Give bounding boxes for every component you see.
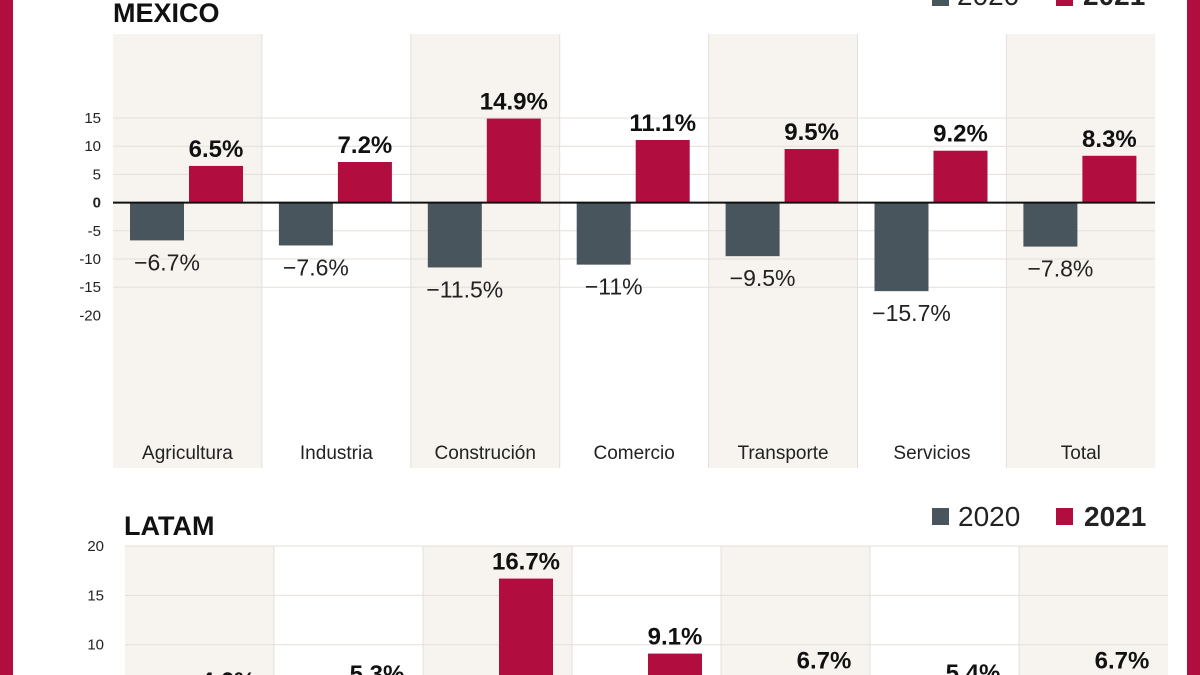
mexico-bar-2020-0 (130, 202, 184, 241)
mexico-bar-2020-4 (725, 202, 780, 257)
mexico-bar-2021-1 (337, 161, 392, 203)
mexico-data-label-2020: −7.8% (1027, 256, 1093, 282)
mexico-data-label-2021: 11.1% (629, 110, 696, 137)
mexico-y-tick-label: 0 (93, 195, 101, 212)
mexico-legend-label-2021: 2021 (1083, 0, 1145, 11)
latam-y-tick-label: 20 (87, 538, 104, 555)
latam-legend-label-2020: 2020 (958, 501, 1020, 532)
mexico-bars (130, 118, 1137, 292)
mexico-y-tick-label: -10 (79, 251, 101, 268)
latam-data-labels: 4.6% 5.3% 16.7% 9.1% 6.7% 5.4% 6.7% (201, 549, 1150, 675)
mexico-legend-swatch-2021 (1056, 0, 1073, 6)
latam-bars (499, 578, 702, 675)
mexico-chart-title: MEXICO (113, 0, 220, 28)
mexico-data-label-2020: −11.5% (426, 276, 503, 302)
latam-bar-2021-3 (648, 653, 702, 675)
mexico-data-label-2021: 8.3% (1082, 126, 1137, 153)
mexico-data-label-2020: −11% (585, 274, 643, 300)
mexico-data-label-2021: 6.5% (189, 136, 244, 163)
mexico-category-labels: Agricultura Industria Construción Comercio T… (142, 443, 1101, 464)
mexico-band-1 (261, 34, 411, 468)
latam-bar-2021-2 (499, 578, 553, 675)
latam-gridlines (125, 545, 1168, 675)
mexico-y-tick-label: -20 (79, 307, 101, 324)
latam-band-4 (721, 546, 870, 675)
mexico-legend-swatch-2020 (932, 0, 949, 6)
mexico-plot-bands (113, 34, 1156, 468)
latam-data-label-2021: 5.4% (946, 660, 1001, 675)
latam-band-0 (125, 546, 274, 675)
mexico-data-label-2021: 9.5% (784, 119, 839, 146)
mexico-y-tick-label: 15 (84, 110, 101, 127)
mexico-category-label: Total (1061, 443, 1101, 464)
mexico-bar-2020-2 (427, 202, 482, 268)
mexico-bar-2020-5 (874, 202, 929, 292)
mexico-bar-2021-2 (486, 118, 541, 203)
left-frame-border (0, 0, 13, 675)
mexico-data-label-2020: −9.5% (730, 265, 796, 291)
latam-data-label-2021: 5.3% (350, 661, 405, 675)
latam-chart-title: LATAM (124, 511, 214, 541)
latam-data-label-2021: 9.1% (648, 624, 703, 651)
mexico-bar-2020-3 (576, 202, 631, 265)
mexico-data-label-2021: 14.9% (480, 89, 548, 116)
mexico-chart: MEXICO 2020 2021 15 10 5 0 -5 -10 -15 -20 Agric… (79, 0, 1156, 468)
mexico-legend-label-2020: 2020 (957, 0, 1019, 11)
mexico-data-label-2021: 9.2% (933, 121, 988, 148)
mexico-y-tick-label: -15 (79, 279, 101, 296)
latam-data-label-2021: 6.7% (1095, 647, 1150, 674)
mexico-y-tick-label: -5 (88, 223, 101, 240)
latam-y-axis: 20 15 10 (87, 538, 104, 654)
mexico-y-tick-label: 5 (93, 166, 101, 183)
mexico-bar-2021-0 (189, 165, 243, 203)
latam-y-tick-label: 10 (87, 637, 104, 654)
mexico-bar-2020-6 (1023, 202, 1078, 247)
mexico-legend: 2020 2021 (932, 0, 1145, 11)
mexico-category-label: Transporte (737, 443, 828, 464)
latam-data-label-2021: 16.7% (492, 549, 560, 576)
mexico-gridlines (113, 34, 1155, 468)
latam-data-label-2021: 6.7% (797, 647, 852, 674)
latam-legend-swatch-2020 (932, 508, 949, 525)
latam-legend: 2020 2021 (932, 501, 1146, 532)
mexico-bar-2021-3 (635, 139, 690, 203)
latam-plot-bands (125, 546, 1168, 675)
mexico-y-axis: 15 10 5 0 -5 -10 -15 -20 (79, 110, 1155, 324)
mexico-data-label-2020: −15.7% (872, 300, 951, 326)
latam-y-tick-label: 15 (87, 587, 104, 604)
mexico-band-6 (1006, 34, 1156, 468)
latam-band-3 (572, 546, 721, 675)
mexico-category-label: Agricultura (142, 443, 233, 464)
mexico-bar-2020-1 (278, 202, 333, 246)
mexico-data-label-2020: −6.7% (134, 249, 200, 275)
mexico-category-label: Servicios (893, 443, 970, 464)
mexico-data-label-2021: 7.2% (338, 132, 393, 159)
latam-band-1 (274, 546, 423, 675)
mexico-bar-2021-4 (784, 149, 839, 203)
mexico-category-label: Comercio (593, 443, 674, 464)
mexico-category-label: Construción (435, 443, 536, 464)
mexico-bar-2021-5 (933, 150, 988, 203)
latam-data-label-2021: 4.6% (201, 668, 256, 675)
mexico-y-tick-label: 10 (84, 138, 101, 155)
latam-band-5 (870, 546, 1019, 675)
mexico-bar-2021-6 (1082, 155, 1137, 203)
latam-chart: LATAM 2020 2021 20 15 10 4.6% 5.3% 16.7% 9.1%… (87, 501, 1168, 675)
mexico-data-label-2020: −7.6% (283, 254, 349, 280)
mexico-category-label: Industria (300, 443, 373, 464)
latam-legend-label-2021: 2021 (1084, 501, 1146, 532)
latam-legend-swatch-2021 (1056, 508, 1073, 525)
right-frame-border (1187, 0, 1200, 675)
mexico-band-0 (113, 34, 262, 468)
mexico-data-labels: −6.7% 6.5% −7.6% 7.2% −11.5% 14.9% −11% 11.1% −9… (134, 89, 1137, 327)
latam-band-6 (1019, 546, 1168, 675)
